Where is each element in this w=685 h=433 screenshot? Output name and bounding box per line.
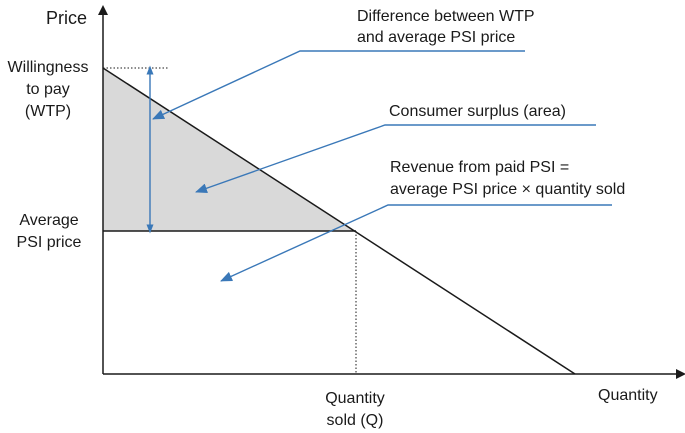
difference-leader bbox=[152, 50, 525, 120]
surplus-annotation: Consumer surplus (area) bbox=[389, 103, 566, 120]
y-axis-label: Price bbox=[46, 8, 87, 28]
surplus-leader bbox=[195, 124, 596, 194]
quantity-sold-label-line1: Quantity bbox=[325, 390, 385, 407]
x-axis-label: Quantity bbox=[598, 387, 658, 404]
quantity-sold-label-line2: sold (Q) bbox=[327, 412, 384, 429]
demand-line bbox=[102, 67, 576, 375]
revenue-leader bbox=[220, 204, 612, 282]
revenue-annotation-line2: average PSI price × quantity sold bbox=[390, 181, 625, 198]
difference-annotation-line1: Difference between WTP bbox=[357, 8, 535, 25]
avg-price-label-line2: PSI price bbox=[17, 234, 82, 251]
revenue-annotation-line1: Revenue from paid PSI = bbox=[390, 159, 569, 176]
wtp-label-line3: (WTP) bbox=[25, 103, 71, 120]
wtp-label-line2: to pay bbox=[26, 81, 70, 98]
wtp-label-line1: Willingness bbox=[8, 59, 89, 76]
avg-price-label-line1: Average bbox=[19, 212, 78, 229]
difference-annotation-line2: and average PSI price bbox=[357, 29, 515, 46]
